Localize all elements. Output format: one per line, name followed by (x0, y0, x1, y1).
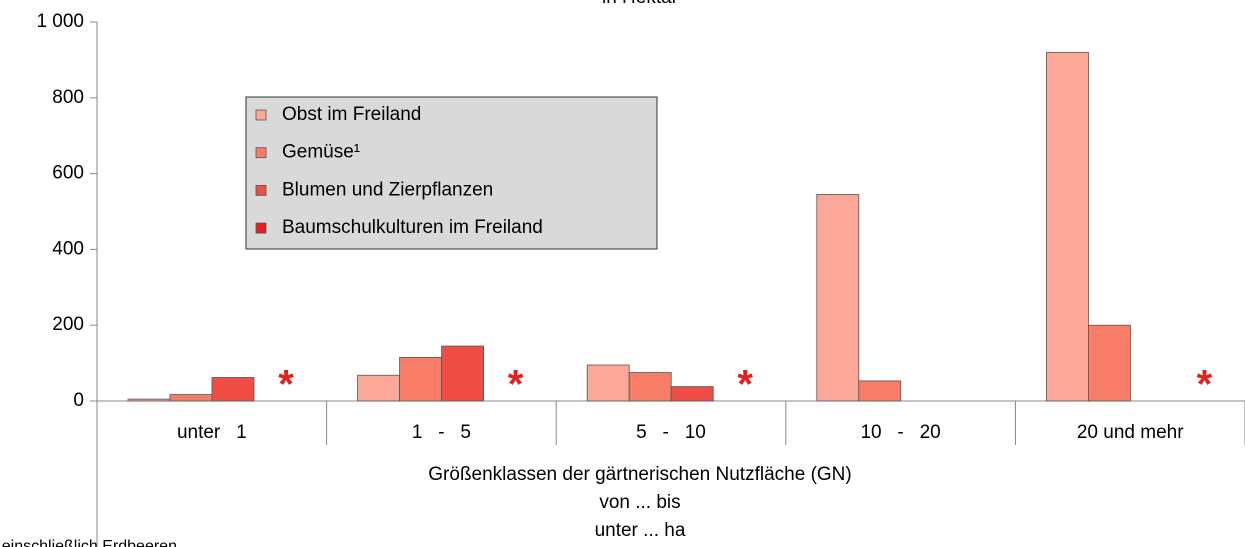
legend-label: Gemüse¹ (282, 142, 360, 163)
y-tick-label: 200 (52, 314, 84, 335)
bar (1046, 51, 1089, 402)
y-tick-label: 800 (52, 87, 84, 108)
y-tick-label: 600 (52, 163, 84, 184)
legend: Obst im Freiland Gemüse¹ Blumen und Zierpf… (245, 96, 658, 250)
bar (357, 374, 401, 402)
bar (1088, 324, 1131, 402)
x-axis-label: unter ... ha (595, 520, 686, 541)
y-tick-label: 1 000 (36, 11, 84, 32)
bar (169, 394, 213, 402)
x-tick-label: 5 - 10 (636, 422, 706, 443)
x-tick-label: 10 - 20 (860, 422, 940, 443)
legend-box (245, 96, 658, 250)
value-label: * (508, 363, 524, 407)
bar (670, 386, 714, 402)
y-tick-label: 0 (73, 390, 84, 411)
bar (586, 364, 630, 402)
y-tick-label: 400 (52, 238, 84, 259)
legend-label: Obst im Freiland (282, 104, 421, 125)
legend-label: Blumen und Zierpflanzen (282, 179, 493, 200)
bar (441, 345, 485, 402)
chart-title: in Hektar (602, 0, 679, 8)
legend-label: Baumschulkulturen im Freiland (282, 217, 543, 238)
legend-swatch (255, 222, 267, 234)
footnote: ¹ einschließlich Erdbeeren (0, 538, 177, 547)
bar (628, 372, 672, 402)
value-label: * (737, 363, 753, 407)
legend-swatch (255, 184, 267, 196)
legend-swatch (255, 147, 267, 159)
bar (211, 377, 255, 402)
x-tick-label: unter 1 (177, 422, 247, 443)
bar (816, 194, 860, 402)
value-label: * (278, 363, 294, 407)
bar (399, 357, 443, 402)
bar (858, 380, 902, 402)
x-tick-label: 1 - 5 (412, 422, 471, 443)
bar (127, 398, 171, 402)
value-label: * (1197, 363, 1213, 407)
legend-swatch (255, 109, 267, 121)
x-axis-label: von ... bis (599, 492, 680, 513)
x-tick-label: 20 und mehr (1077, 422, 1184, 443)
x-axis-label: Größenklassen der gärtnerischen Nutzfläc… (428, 464, 851, 485)
